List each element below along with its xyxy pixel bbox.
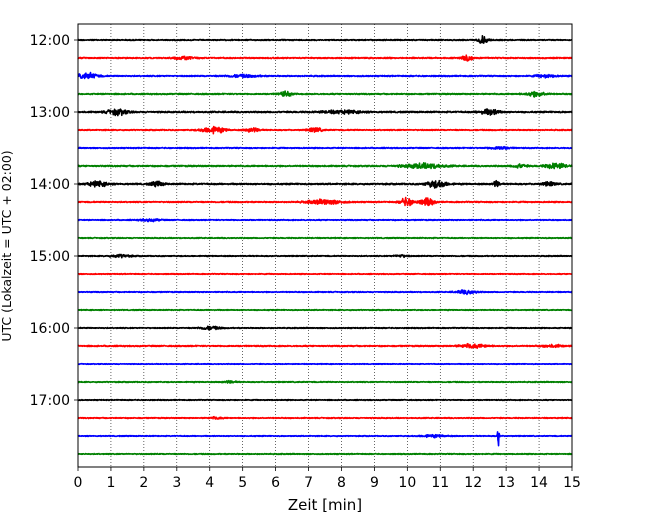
y-tick-label: 17:00 bbox=[30, 393, 70, 409]
x-tick-label: 8 bbox=[337, 475, 346, 491]
x-tick-label: 7 bbox=[304, 475, 313, 491]
seismic-trace bbox=[77, 179, 573, 189]
plot-frame bbox=[77, 23, 573, 468]
x-tick-label: 5 bbox=[238, 475, 247, 491]
y-axis-ticks: 12:00 13:00 14:00 15:00 16:00 17:00 bbox=[30, 33, 78, 409]
grid-lines bbox=[110, 24, 540, 467]
y-axis-label: UTC (Lokalzeit = UTC + 02:00) bbox=[0, 150, 14, 341]
y-tick-label: 15:00 bbox=[30, 249, 70, 265]
x-axis-ticks: 0 1 2 3 4 5 6 7 8 9 10 11 12 13 14 15 bbox=[74, 467, 581, 491]
x-tick-label: 14 bbox=[530, 475, 548, 491]
x-tick-label: 6 bbox=[271, 475, 280, 491]
x-tick-label: 10 bbox=[398, 475, 416, 491]
x-axis-label: Zeit [min] bbox=[288, 496, 362, 514]
seismic-trace bbox=[77, 162, 573, 170]
x-tick-label: 0 bbox=[74, 475, 83, 491]
x-tick-label: 3 bbox=[172, 475, 181, 491]
seismic-trace bbox=[77, 342, 573, 349]
x-tick-label: 2 bbox=[139, 475, 148, 491]
seismic-trace bbox=[77, 415, 573, 420]
x-tick-label: 11 bbox=[431, 475, 449, 491]
seismic-trace bbox=[77, 253, 573, 259]
y-tick-label: 12:00 bbox=[30, 33, 70, 49]
y-tick-label: 14:00 bbox=[30, 177, 70, 193]
seismic-trace bbox=[77, 236, 573, 240]
seismic-trace bbox=[77, 379, 573, 384]
seismic-trace bbox=[77, 90, 573, 98]
trace-group bbox=[77, 35, 573, 456]
seismic-trace bbox=[77, 218, 573, 223]
seismic-trace bbox=[77, 308, 573, 312]
seismic-trace bbox=[77, 108, 573, 117]
seismic-trace bbox=[77, 54, 573, 62]
seismic-trace bbox=[77, 125, 573, 135]
x-tick-label: 13 bbox=[497, 475, 515, 491]
seismic-trace bbox=[77, 145, 573, 150]
x-tick-label: 15 bbox=[563, 475, 581, 491]
seismic-trace bbox=[77, 289, 573, 296]
x-tick-label: 1 bbox=[106, 475, 115, 491]
x-tick-label: 12 bbox=[464, 475, 482, 491]
y-tick-label: 13:00 bbox=[30, 105, 70, 121]
seismic-trace bbox=[77, 71, 573, 80]
seismic-trace bbox=[77, 196, 573, 207]
seismic-trace bbox=[77, 272, 573, 276]
seismic-trace bbox=[77, 452, 573, 456]
seismic-trace bbox=[77, 431, 573, 447]
x-tick-label: 4 bbox=[205, 475, 214, 491]
seismic-trace bbox=[77, 398, 573, 402]
x-tick-label: 9 bbox=[370, 475, 379, 491]
y-tick-label: 16:00 bbox=[30, 321, 70, 337]
seismic-trace bbox=[77, 362, 573, 366]
seismic-trace bbox=[77, 35, 573, 44]
seismic-trace bbox=[77, 325, 573, 331]
